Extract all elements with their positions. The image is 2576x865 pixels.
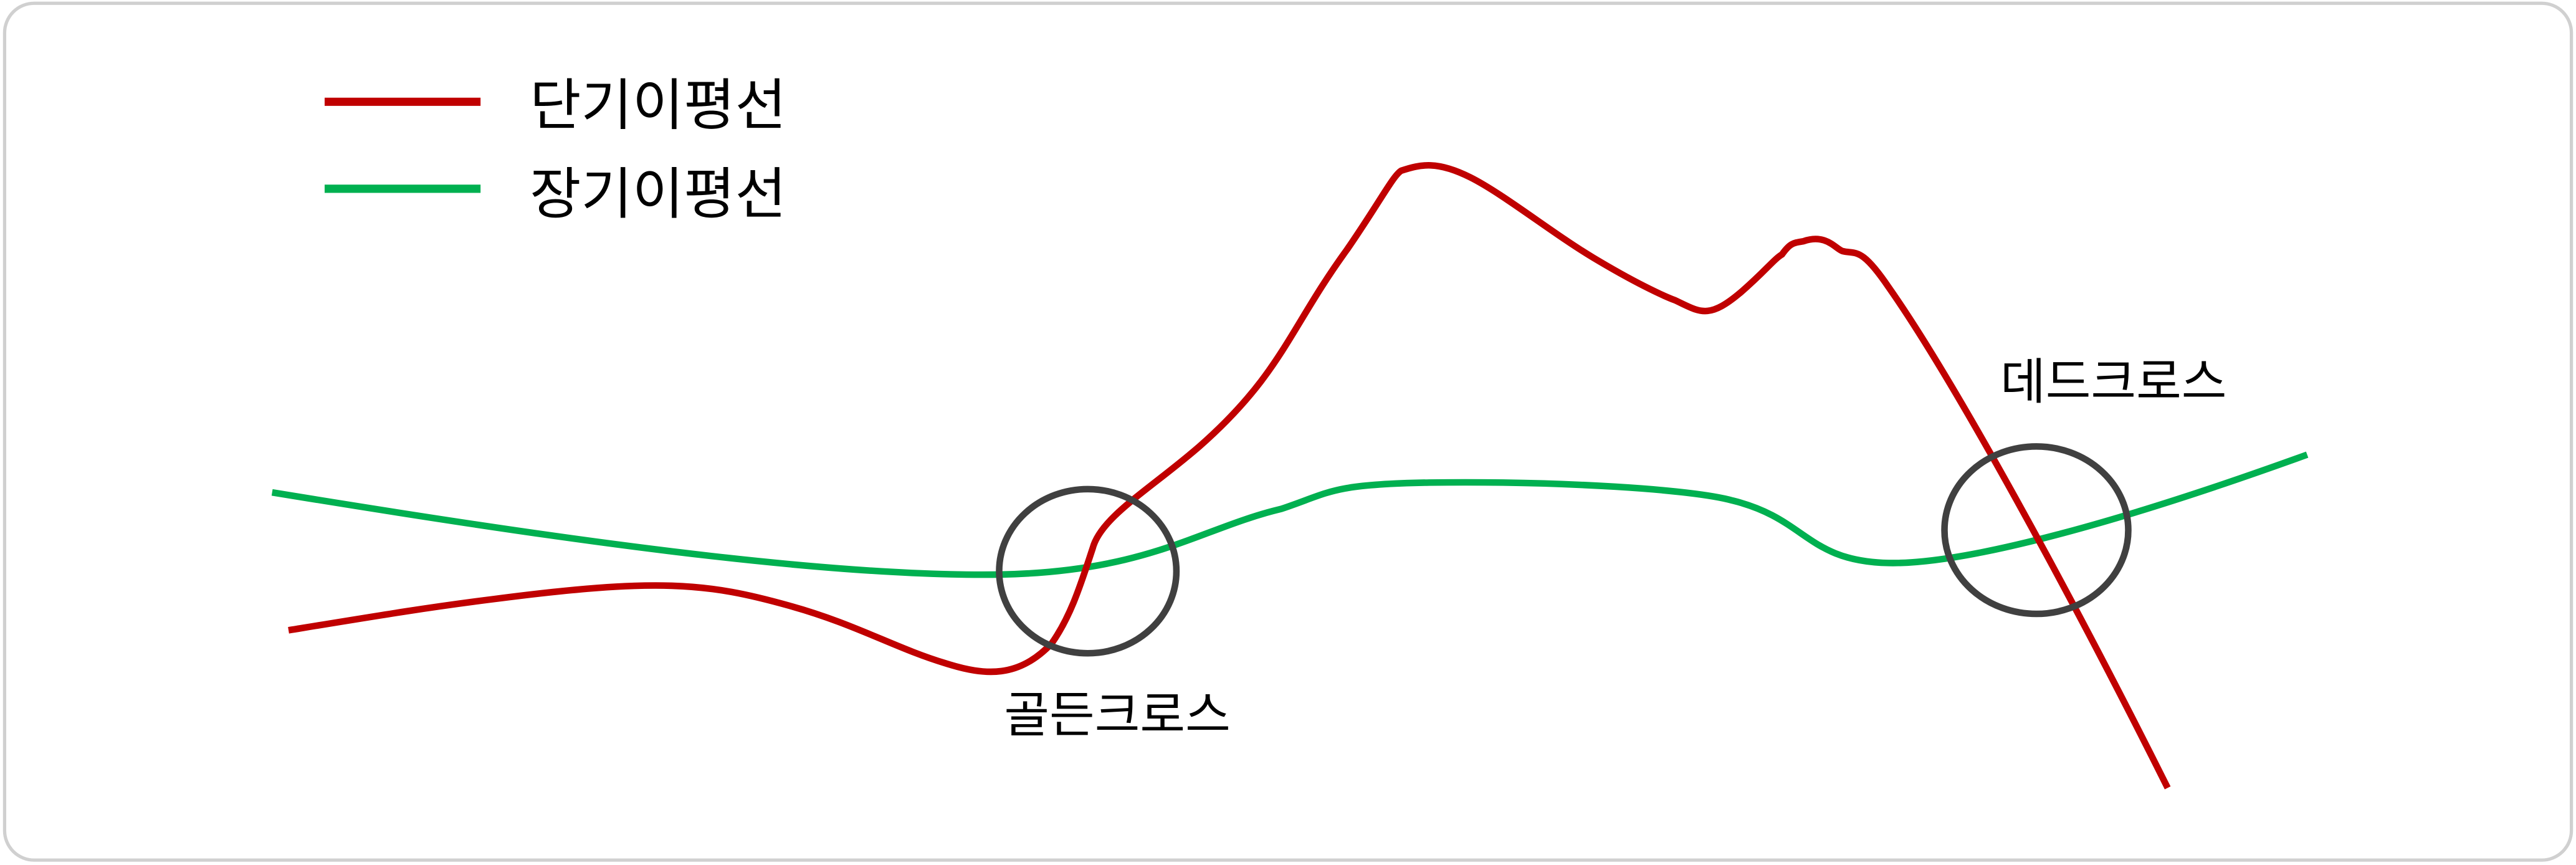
golden-cross-circle (996, 485, 1180, 657)
long-ma-line (271, 451, 2309, 578)
legend-short-ma-label: 단기이평선 (530, 74, 786, 138)
golden-cross-label: 골든크로스 (1004, 687, 1230, 744)
legend: 단기이평선 장기이평선 (324, 74, 786, 227)
legend-long-ma-label: 장기이평선 (530, 162, 786, 227)
short-ma-line (288, 162, 2171, 790)
dead-cross-circle (1941, 443, 2132, 618)
dead-cross-label: 데드크로스 (2000, 353, 2226, 411)
